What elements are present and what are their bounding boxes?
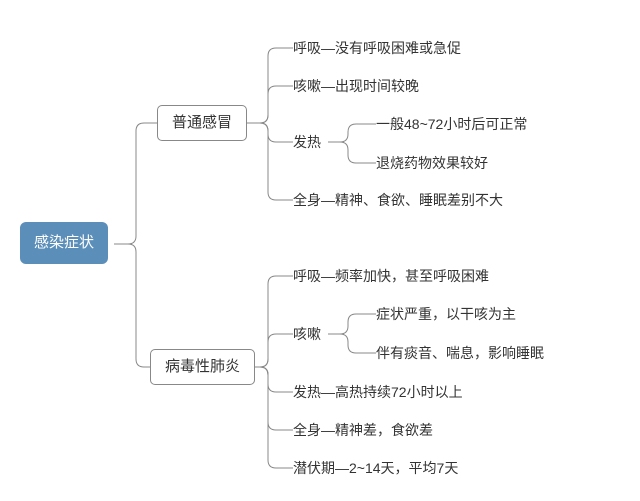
leaf-vp-cough-2: 伴有痰音、喘息，影响睡眠 [376, 345, 544, 362]
leaf-cold-fever-2: 退烧药物效果较好 [376, 155, 488, 172]
branch-viral-pneumonia: 病毒性肺炎 [150, 349, 255, 385]
leaf-vp-incub: 潜伏期—2~14天，平均7天 [293, 460, 458, 477]
leaf-vp-breath: 呼吸—频率加快，甚至呼吸困难 [293, 268, 489, 285]
leaf-cold-breath: 呼吸—没有呼吸困难或急促 [293, 40, 461, 57]
leaf-vp-cough: 咳嗽 [293, 326, 321, 343]
leaf-vp-cough-1: 症状严重，以干咳为主 [376, 306, 516, 323]
leaf-cold-fever: 发热 [293, 134, 321, 151]
leaf-vp-fever: 发热—高热持续72小时以上 [293, 384, 463, 401]
leaf-cold-cough: 咳嗽—出现时间较晚 [293, 78, 419, 95]
branch-common-cold: 普通感冒 [157, 105, 247, 141]
leaf-cold-fever-1: 一般48~72小时后可正常 [376, 116, 527, 133]
root-node: 感染症状 [20, 222, 108, 264]
leaf-cold-body: 全身—精神、食欲、睡眠差别不大 [293, 192, 503, 209]
leaf-vp-body: 全身—精神差，食欲差 [293, 422, 433, 439]
